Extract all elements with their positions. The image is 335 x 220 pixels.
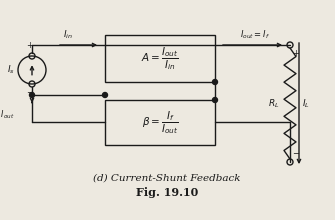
Text: +: + (292, 49, 299, 58)
Circle shape (212, 79, 217, 84)
Text: (d) Current-Shunt Feedback: (d) Current-Shunt Feedback (93, 174, 241, 183)
Text: $A = \dfrac{I_{out}}{I_{in}}$: $A = \dfrac{I_{out}}{I_{in}}$ (141, 45, 179, 72)
Text: +: + (26, 41, 34, 50)
Text: $I_f = \beta \, I_{out}$: $I_f = \beta \, I_{out}$ (0, 108, 15, 121)
Text: $\beta = \dfrac{I_{f}}{I_{out}}$: $\beta = \dfrac{I_{f}}{I_{out}}$ (142, 109, 178, 136)
Text: −: − (26, 88, 34, 97)
Text: $I_s$: $I_s$ (7, 64, 15, 76)
Circle shape (103, 92, 108, 97)
Text: Fig. 19.10: Fig. 19.10 (136, 187, 198, 198)
Text: $I_{out} = I_f$: $I_{out} = I_f$ (240, 29, 269, 41)
Bar (105, 100, 215, 145)
Text: −: − (292, 149, 299, 158)
Text: $R_L$: $R_L$ (268, 97, 279, 110)
Text: $I_{in}$: $I_{in}$ (64, 29, 73, 41)
Text: $I_L$: $I_L$ (302, 97, 310, 110)
Bar (105, 35, 215, 82)
Circle shape (212, 97, 217, 103)
Circle shape (29, 92, 35, 97)
